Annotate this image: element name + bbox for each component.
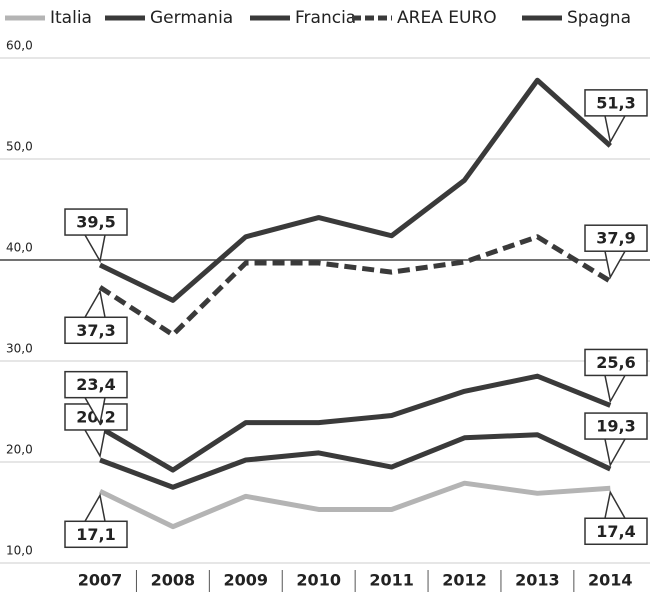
callout-pointer [84,397,106,426]
callout-box [584,517,648,546]
y-tick-label: 60,0 [6,39,33,53]
data-callout: 37,9 [584,224,648,280]
data-callout: 37,3 [64,289,128,345]
callout-pointer [604,250,626,280]
data-label: 19,3 [596,417,635,436]
callout-box [584,348,648,377]
series-line [98,373,612,473]
series-line [98,234,612,338]
y-tick-label: 30,0 [6,342,33,356]
legend-label: Germania [150,8,233,28]
series-line [98,77,612,303]
y-tick-label: 20,0 [6,443,33,457]
x-tick-label: 2012 [442,571,487,590]
data-label: 25,6 [596,353,635,372]
data-label: 17,4 [596,522,635,541]
data-callout: 17,1 [64,493,128,549]
data-label: 51,3 [596,93,635,112]
callout-box [584,89,648,117]
x-tick-label: 2009 [224,571,269,590]
x-tick-label: 2014 [588,571,633,590]
callout-pointer [604,438,626,468]
data-label: 17,1 [76,525,115,544]
series-line [99,432,612,490]
x-tick-label: 2011 [369,571,414,590]
series-line [98,480,611,530]
callout-box [64,208,128,236]
legend-label: AREA EURO [397,8,497,28]
data-callout: 23,4 [64,370,128,426]
y-tick-label: 10,0 [6,544,33,558]
callout-box [64,520,128,549]
data-callout: 25,6 [584,348,648,404]
legend-label: Spagna [567,8,631,28]
x-tick-label: 2010 [296,571,341,590]
callout-pointer [604,490,626,519]
callout-box [584,224,648,252]
callout-box [64,370,128,399]
data-label: 23,4 [76,375,115,394]
callout-pointer [84,289,106,318]
data-label: 37,3 [76,321,115,340]
x-tick-label: 2007 [78,571,123,590]
callout-pointer [84,234,106,264]
callout-box [64,316,128,345]
y-tick-label: 50,0 [6,140,33,154]
data-callout: 19,3 [584,412,648,468]
data-callout: 17,4 [584,490,648,546]
callout-pointer [84,429,106,459]
x-tick-label: 2008 [151,571,196,590]
callout-pointer [84,493,106,522]
data-label: 37,9 [596,229,635,248]
x-tick-label: 2013 [515,571,560,590]
legend-label: Italia [50,8,92,28]
legend-label: Francia [295,8,356,28]
callout-pointer [604,115,626,144]
data-label: 39,5 [76,213,115,232]
callout-box [584,412,648,440]
data-callout: 39,5 [64,208,128,264]
callout-pointer [604,375,626,404]
y-tick-label: 40,0 [6,241,33,255]
data-callout: 51,3 [584,89,648,144]
